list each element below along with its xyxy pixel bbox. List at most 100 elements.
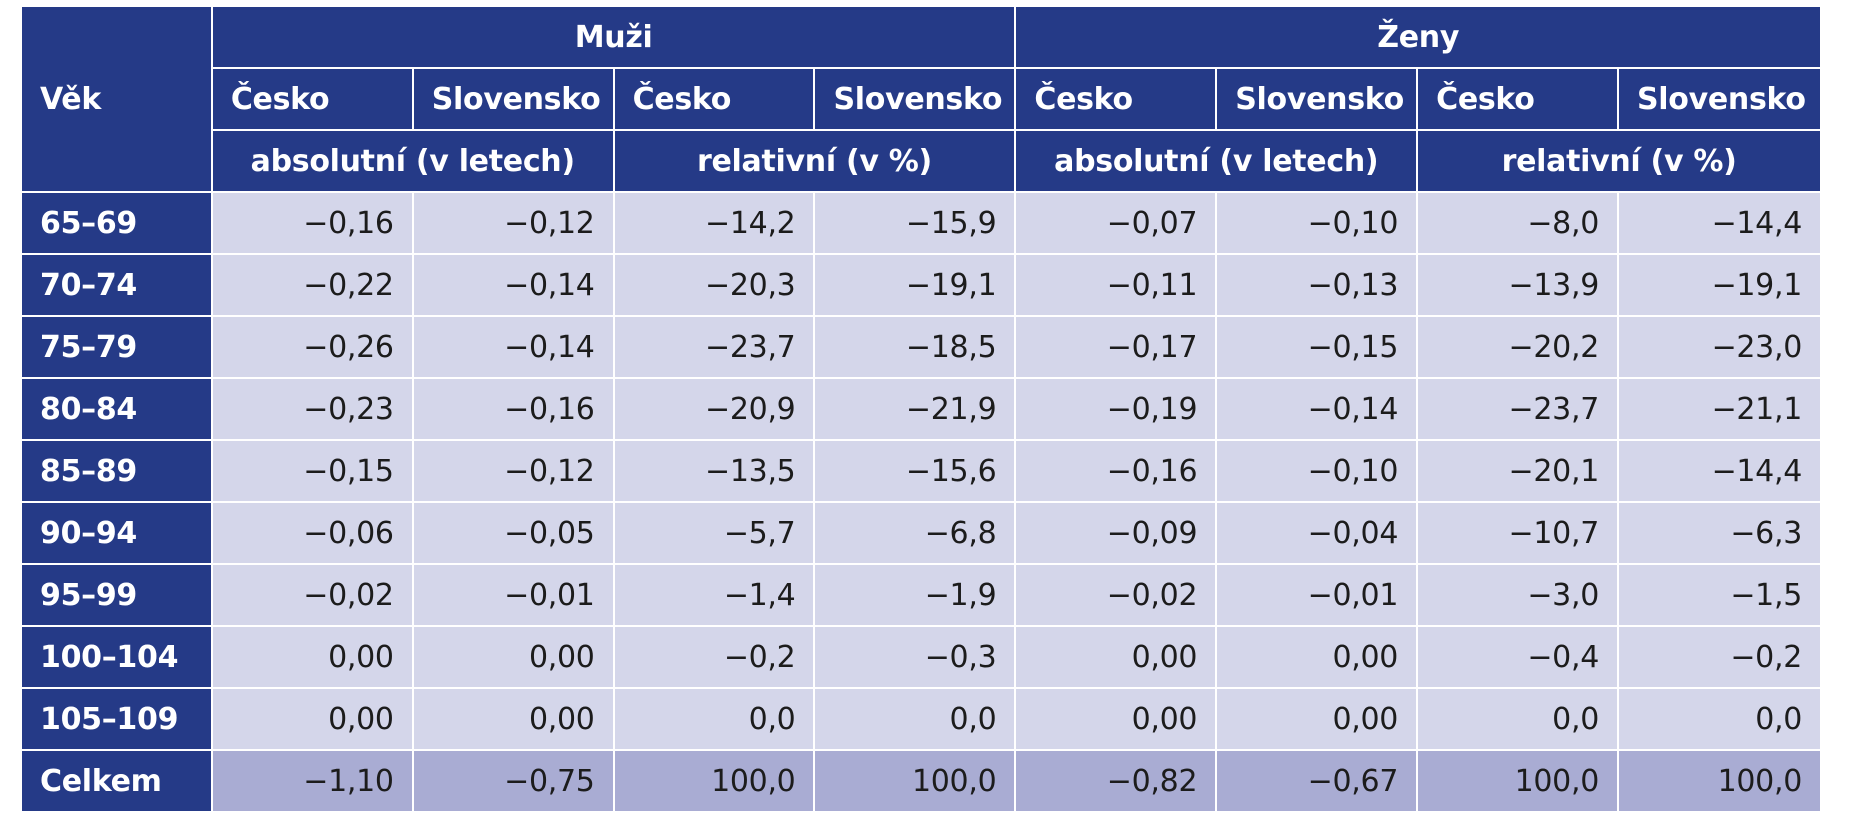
table-cell: −21,9 <box>813 377 1017 441</box>
data-table: Věk Muži Ženy Česko Slovensko Česko Slov… <box>20 5 1823 813</box>
table-cell: −23,7 <box>1416 377 1619 441</box>
total-label: Celkem <box>20 749 213 813</box>
age-label: 85–89 <box>20 439 213 503</box>
table-cell: −0,15 <box>210 439 414 503</box>
table-cell: −23,7 <box>612 315 816 379</box>
table-row: 65–69 −0,16 −0,12 −14,2 −15,9 −0,07 −0,1… <box>20 191 1823 255</box>
country-header: Česko <box>1014 67 1218 131</box>
table-cell: −0,75 <box>411 749 615 813</box>
table-cell: −20,2 <box>1416 315 1619 379</box>
age-label: 105–109 <box>20 687 213 751</box>
table-cell: −0,14 <box>411 253 615 317</box>
table-cell: −0,15 <box>1215 315 1419 379</box>
table-cell: 100,0 <box>813 749 1017 813</box>
age-label: 65–69 <box>20 191 213 255</box>
country-header: Slovensko <box>813 67 1017 131</box>
table-cell: −0,10 <box>1215 439 1419 503</box>
country-header: Česko <box>612 67 816 131</box>
table-cell: −8,0 <box>1416 191 1619 255</box>
table-cell: −0,82 <box>1014 749 1218 813</box>
table-cell: −0,14 <box>1215 377 1419 441</box>
age-label: 90–94 <box>20 501 213 565</box>
age-label: 95–99 <box>20 563 213 627</box>
table-cell: −0,22 <box>210 253 414 317</box>
table-row: 100–104 0,00 0,00 −0,2 −0,3 0,00 0,00 −0… <box>20 625 1823 689</box>
table-cell: −0,02 <box>1014 563 1218 627</box>
table-cell: −0,2 <box>612 625 816 689</box>
table-row: 95–99 −0,02 −0,01 −1,4 −1,9 −0,02 −0,01 … <box>20 563 1823 627</box>
age-label: 100–104 <box>20 625 213 689</box>
table-cell: −1,4 <box>612 563 816 627</box>
table-cell: −15,9 <box>813 191 1017 255</box>
table-row: 80–84 −0,23 −0,16 −20,9 −21,9 −0,19 −0,1… <box>20 377 1823 441</box>
table-cell: 100,0 <box>612 749 816 813</box>
table-cell: −0,19 <box>1014 377 1218 441</box>
table-cell: 0,0 <box>612 687 816 751</box>
table-cell: −0,13 <box>1215 253 1419 317</box>
table-cell: −10,7 <box>1416 501 1619 565</box>
group-header-women: Ženy <box>1014 5 1822 69</box>
table-cell: 0,00 <box>210 625 414 689</box>
unit-header-relative-women: relativní (v %) <box>1416 129 1822 193</box>
table-cell: −3,0 <box>1416 563 1619 627</box>
table-cell: −0,67 <box>1215 749 1419 813</box>
table-cell: 0,0 <box>1416 687 1619 751</box>
table-cell: −0,14 <box>411 315 615 379</box>
table-cell: −0,16 <box>411 377 615 441</box>
table-cell: −1,9 <box>813 563 1017 627</box>
table-cell: 0,00 <box>1014 687 1218 751</box>
table-cell: −6,8 <box>813 501 1017 565</box>
table-cell: −13,5 <box>612 439 816 503</box>
table-row: 90–94 −0,06 −0,05 −5,7 −6,8 −0,09 −0,04 … <box>20 501 1823 565</box>
table-cell: −13,9 <box>1416 253 1619 317</box>
age-label: 75–79 <box>20 315 213 379</box>
unit-header-absolute-men: absolutní (v letech) <box>210 129 615 193</box>
group-header-men: Muži <box>210 5 1017 69</box>
table-cell: −0,26 <box>210 315 414 379</box>
table-cell: 0,0 <box>1616 687 1823 751</box>
table-cell: −14,2 <box>612 191 816 255</box>
age-label: 70–74 <box>20 253 213 317</box>
table-cell: −1,5 <box>1616 563 1823 627</box>
table-cell: −0,09 <box>1014 501 1218 565</box>
table-cell: −14,4 <box>1616 439 1823 503</box>
table-cell: 100,0 <box>1416 749 1619 813</box>
table-cell: −14,4 <box>1616 191 1823 255</box>
table-cell: −18,5 <box>813 315 1017 379</box>
table-cell: −0,12 <box>411 439 615 503</box>
table-cell: −6,3 <box>1616 501 1823 565</box>
table-cell: −0,17 <box>1014 315 1218 379</box>
table-cell: −0,12 <box>411 191 615 255</box>
age-label: 80–84 <box>20 377 213 441</box>
table-cell: −0,01 <box>411 563 615 627</box>
country-header: Česko <box>1416 67 1619 131</box>
table-cell: 0,0 <box>813 687 1017 751</box>
table-cell: −21,1 <box>1616 377 1823 441</box>
table-cell: −0,4 <box>1416 625 1619 689</box>
table-row: 105–109 0,00 0,00 0,0 0,0 0,00 0,00 0,0 … <box>20 687 1823 751</box>
table-cell: 0,00 <box>1215 625 1419 689</box>
table-cell: −0,07 <box>1014 191 1218 255</box>
country-header: Česko <box>210 67 414 131</box>
table-cell: 0,00 <box>411 687 615 751</box>
country-header: Slovensko <box>1215 67 1419 131</box>
table-cell: 0,00 <box>1215 687 1419 751</box>
table-cell: −20,1 <box>1416 439 1619 503</box>
table-cell: 0,00 <box>1014 625 1218 689</box>
table-cell: 100,0 <box>1616 749 1823 813</box>
table-cell: −0,02 <box>210 563 414 627</box>
table-cell: −0,2 <box>1616 625 1823 689</box>
table-cell: 0,00 <box>210 687 414 751</box>
table-row: 85–89 −0,15 −0,12 −13,5 −15,6 −0,16 −0,1… <box>20 439 1823 503</box>
table-cell: −0,3 <box>813 625 1017 689</box>
table-cell: −20,9 <box>612 377 816 441</box>
table-cell: −20,3 <box>612 253 816 317</box>
table-cell: −19,1 <box>813 253 1017 317</box>
table-cell: −0,23 <box>210 377 414 441</box>
country-header: Slovensko <box>1616 67 1823 131</box>
table-cell: −0,05 <box>411 501 615 565</box>
table-cell: −0,10 <box>1215 191 1419 255</box>
age-column-header: Věk <box>20 5 213 193</box>
table-row: 70–74 −0,22 −0,14 −20,3 −19,1 −0,11 −0,1… <box>20 253 1823 317</box>
table-cell: −0,16 <box>210 191 414 255</box>
